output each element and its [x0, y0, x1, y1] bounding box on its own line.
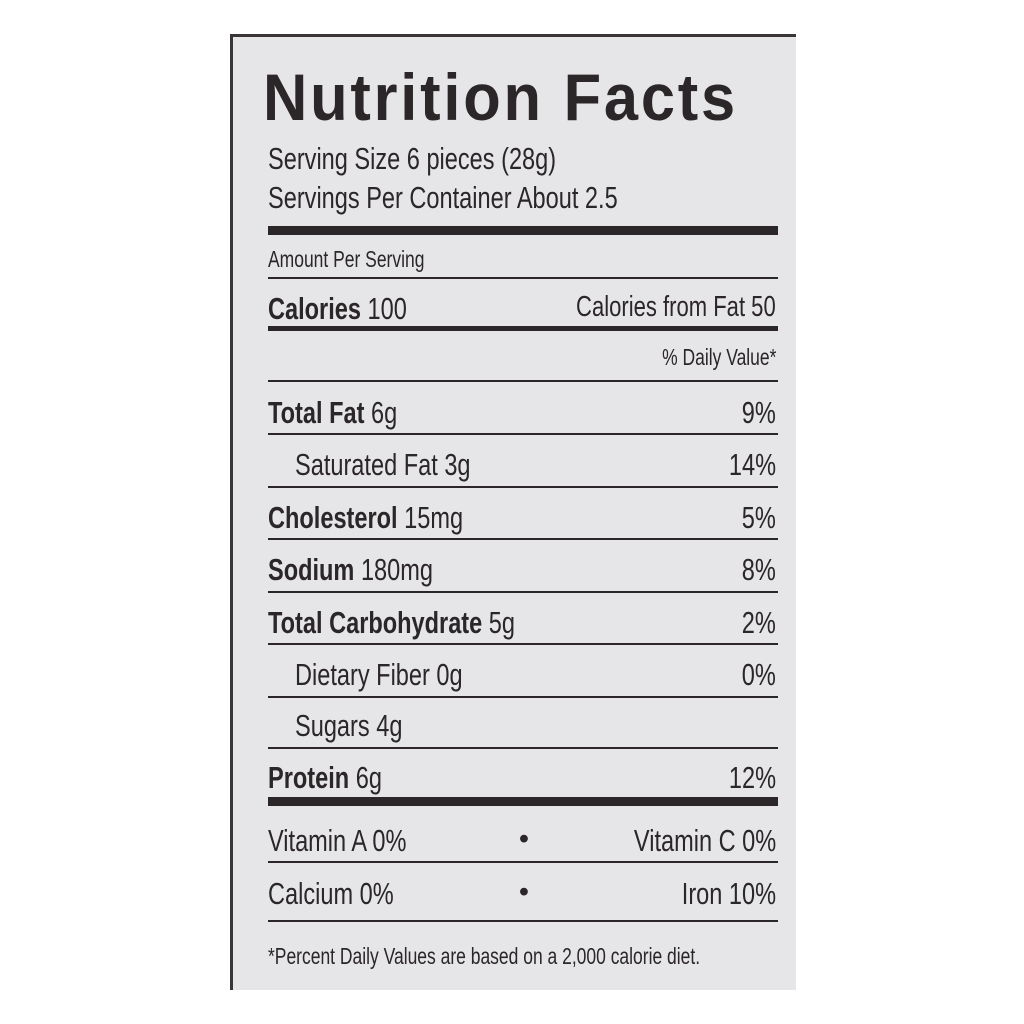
nutrition-facts-label: Nutrition Facts Serving Size 6 pieces (2…: [230, 34, 796, 990]
divider: [268, 920, 778, 922]
nutrient-amount: 3g: [444, 447, 471, 482]
cholesterol-row: Cholesterol 15mg: [268, 500, 463, 536]
nutrient-label: Cholesterol: [268, 500, 398, 535]
label-title: Nutrition Facts: [263, 60, 738, 134]
iron: Iron 10%: [681, 876, 776, 911]
nutrient-amount: 4g: [376, 708, 403, 743]
vitamin-a: Vitamin A 0%: [268, 823, 407, 858]
calories-value: 100: [367, 291, 407, 326]
divider: [268, 643, 778, 645]
nutrient-label: Total Fat: [268, 395, 365, 430]
total-carbohydrate-row: Total Carbohydrate 5g: [268, 605, 515, 641]
vitamin-c: Vitamin C 0%: [633, 823, 776, 858]
calories: Calories 100: [268, 291, 407, 327]
sodium-dv: 8%: [741, 552, 776, 587]
total-carbohydrate-dv: 2%: [741, 605, 776, 640]
thick-divider: [268, 226, 778, 235]
divider: [268, 591, 778, 593]
nutrient-label: Sugars: [295, 708, 370, 743]
bullet: •: [518, 876, 530, 908]
saturated-fat-dv: 14%: [728, 447, 776, 482]
divider: [268, 486, 778, 488]
divider: [268, 277, 778, 279]
thick-divider: [268, 797, 778, 806]
total-fat-row: Total Fat 6g: [268, 395, 397, 431]
nutrient-label: Dietary Fiber: [295, 657, 430, 692]
divider: [268, 538, 778, 540]
divider: [268, 747, 778, 749]
dietary-fiber-dv: 0%: [741, 657, 776, 692]
divider: [268, 696, 778, 698]
nutrient-amount: 180mg: [360, 552, 433, 587]
sodium-row: Sodium 180mg: [268, 552, 433, 588]
amount-per-serving: Amount Per Serving: [268, 246, 425, 272]
servings-per-container: Servings Per Container About 2.5: [268, 180, 618, 215]
nutrient-amount: 0g: [436, 657, 463, 692]
nutrient-label: Total Carbohydrate: [268, 605, 483, 640]
cholesterol-dv: 5%: [741, 500, 776, 535]
divider: [268, 380, 778, 382]
nutrient-label: Protein: [268, 760, 350, 795]
divider: [268, 433, 778, 435]
protein-dv: 12%: [728, 760, 776, 795]
sugars-row: Sugars 4g: [295, 708, 402, 744]
daily-value-header: % Daily Value*: [661, 344, 776, 370]
dietary-fiber-row: Dietary Fiber 0g: [295, 657, 463, 693]
nutrient-label: Saturated Fat: [295, 447, 438, 482]
calories-label: Calories: [268, 291, 361, 326]
calcium: Calcium 0%: [268, 876, 394, 911]
bullet: •: [518, 823, 530, 855]
medium-divider: [268, 326, 778, 331]
nutrient-amount: 6g: [370, 395, 398, 430]
total-fat-dv: 9%: [741, 395, 776, 430]
serving-size: Serving Size 6 pieces (28g): [268, 141, 557, 176]
divider: [268, 861, 778, 863]
nutrient-amount: 5g: [488, 605, 516, 640]
footnote: *Percent Daily Values are based on a 2,0…: [268, 943, 701, 969]
nutrient-amount: 6g: [355, 760, 382, 795]
calories-from-fat: Calories from Fat 50: [576, 291, 776, 323]
nutrient-amount: 15mg: [404, 500, 464, 535]
nutrient-label: Sodium: [268, 552, 355, 587]
saturated-fat-row: Saturated Fat 3g: [295, 447, 471, 483]
protein-row: Protein 6g: [268, 760, 382, 796]
